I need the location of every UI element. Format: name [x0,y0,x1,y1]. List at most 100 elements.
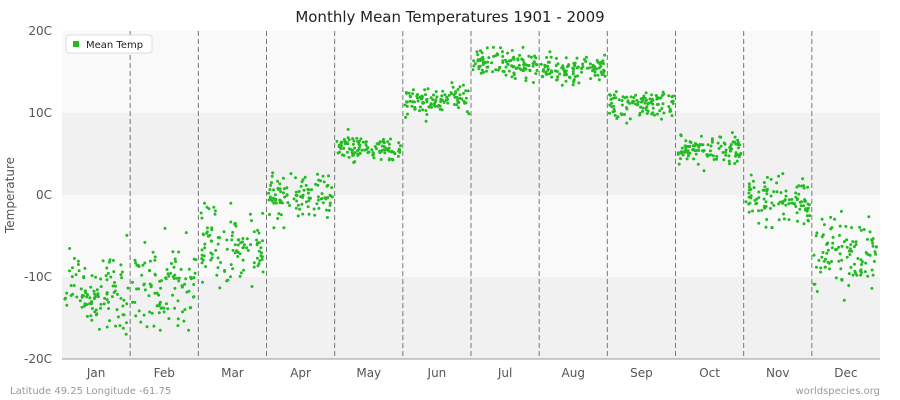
data-point [620,99,624,103]
x-tick-label: Sep [630,366,653,380]
data-point [286,201,290,205]
data-point [142,283,146,287]
data-point [601,59,605,63]
data-point [531,64,535,68]
data-point [706,143,710,147]
data-point [114,284,117,288]
data-point [107,300,110,304]
data-point [688,144,691,148]
data-point [692,157,696,161]
data-point [853,269,857,273]
data-point [270,199,274,203]
data-point [724,148,728,152]
data-point [821,251,825,254]
data-point [386,140,390,144]
data-point [76,263,80,266]
data-point [99,302,103,306]
data-point [599,70,603,74]
data-point [189,306,193,310]
data-point [229,220,233,224]
data-point [94,308,98,312]
data-point [461,83,465,87]
data-point [684,139,688,143]
data-point [819,270,823,274]
data-point [99,306,103,310]
data-point [183,308,187,312]
data-point [210,226,214,230]
data-point [313,213,317,217]
data-point [347,138,351,142]
data-point [790,201,794,205]
data-point [200,248,204,252]
data-point [436,104,440,108]
data-point [693,149,697,153]
data-point [546,67,550,71]
data-point [797,184,801,188]
data-point [567,75,571,79]
data-point [542,68,546,71]
data-point [831,241,835,245]
data-point [833,217,837,221]
data-point [739,151,743,155]
data-point [273,193,277,197]
data-point [853,262,856,266]
data-point [699,134,703,138]
data-point [330,195,334,199]
data-point [793,202,797,206]
data-point [440,94,444,98]
data-point [679,134,683,138]
data-point [830,246,834,250]
data-point [624,106,628,110]
data-point [513,77,517,80]
data-point [314,182,318,186]
data-point [418,105,422,109]
data-point [245,237,249,241]
data-point [261,211,265,215]
data-point [88,296,92,300]
data-point [422,101,426,105]
data-point [272,226,276,230]
data-point [65,303,69,307]
data-point [504,65,508,69]
data-point [858,225,862,229]
data-point [95,288,99,292]
data-point [110,295,114,299]
data-point [479,49,482,53]
data-point [808,214,812,218]
data-point [389,137,392,141]
data-point [787,202,791,206]
data-point [424,109,428,112]
x-tick-label: Mar [221,366,244,380]
data-point [554,56,558,60]
data-point [113,281,116,284]
data-point [312,207,316,211]
data-point [506,62,510,66]
data-point [346,142,350,146]
data-point [166,307,170,311]
data-point [257,241,261,245]
data-point [353,146,357,150]
data-point [647,101,651,105]
data-point [781,200,784,204]
data-point [192,257,196,261]
data-point [821,233,825,237]
data-point [762,197,766,201]
data-point [796,197,800,201]
data-point [769,194,773,198]
data-point [644,91,648,95]
data-point [410,104,414,108]
data-point [72,284,76,287]
data-point [734,154,738,158]
data-point [822,223,826,227]
data-point [420,94,424,98]
data-point [577,81,581,85]
data-point [109,275,113,279]
data-point [715,157,719,161]
data-point [135,263,139,267]
data-point [839,267,843,271]
data-point [379,158,383,161]
data-point [242,243,246,247]
data-point [462,99,466,103]
data-point [724,153,728,157]
data-point [366,146,370,149]
